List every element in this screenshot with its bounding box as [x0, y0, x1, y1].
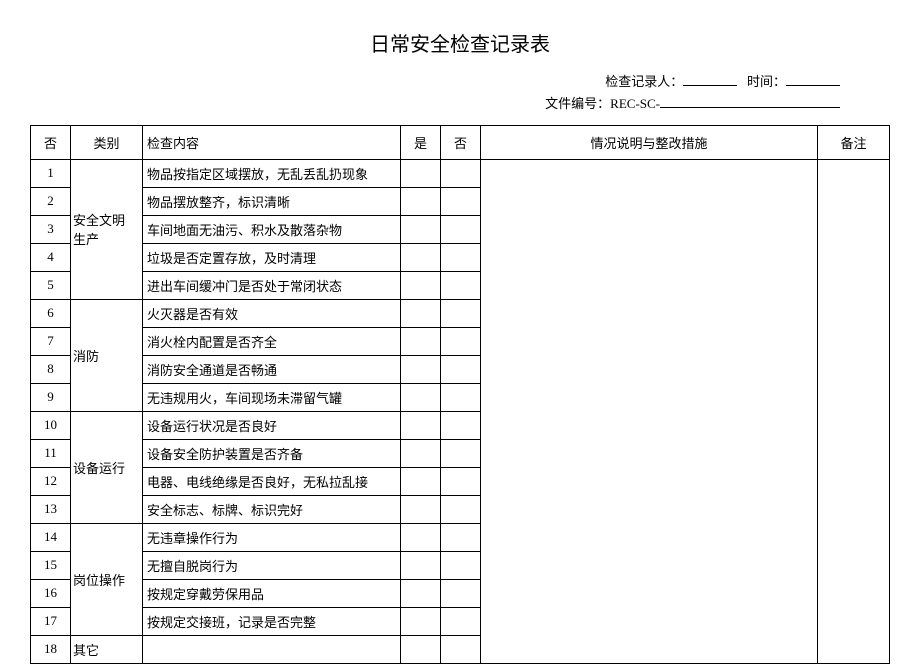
cell-content: 按规定交接班，记录是否完整: [143, 607, 401, 635]
cell-no: 15: [31, 551, 71, 579]
inspector-blank: [683, 71, 737, 86]
cell-no2: [441, 383, 481, 411]
cell-no: 14: [31, 523, 71, 551]
cell-no: 7: [31, 327, 71, 355]
cell-no2: [441, 579, 481, 607]
col-yes: 是: [401, 125, 441, 159]
cell-content: 设备运行状况是否良好: [143, 411, 401, 439]
cell-content: 按规定穿戴劳保用品: [143, 579, 401, 607]
time-blank: [786, 71, 840, 86]
cell-no: 12: [31, 467, 71, 495]
col-no2: 否: [441, 125, 481, 159]
cell-yes: [401, 215, 441, 243]
cell-yes: [401, 635, 441, 663]
cell-no2: [441, 439, 481, 467]
cell-no: 18: [31, 635, 71, 663]
cell-no: 1: [31, 159, 71, 187]
cell-content: 设备安全防护装置是否齐备: [143, 439, 401, 467]
cell-content: 火灭器是否有效: [143, 299, 401, 327]
cell-no: 4: [31, 243, 71, 271]
cell-no: 8: [31, 355, 71, 383]
cell-yes: [401, 579, 441, 607]
cell-yes: [401, 467, 441, 495]
cell-yes: [401, 495, 441, 523]
cell-content: 物品按指定区域摆放，无乱丢乱扔现象: [143, 159, 401, 187]
cell-no2: [441, 159, 481, 187]
cell-no: 10: [31, 411, 71, 439]
cell-no2: [441, 551, 481, 579]
cell-content: 消火栓内配置是否齐全: [143, 327, 401, 355]
cell-no2: [441, 523, 481, 551]
cell-content: 车间地面无油污、积水及散落杂物: [143, 215, 401, 243]
inspector-label: 检查记录人：: [605, 74, 683, 89]
cell-no2: [441, 495, 481, 523]
cell-yes: [401, 355, 441, 383]
cell-yes: [401, 159, 441, 187]
cell-no2: [441, 607, 481, 635]
col-note: 备注: [818, 125, 890, 159]
cell-no: 5: [31, 271, 71, 299]
page-title: 日常安全检查记录表: [30, 28, 890, 57]
header-meta: 检查记录人： 时间： 文件编号：REC-SC-: [30, 71, 890, 115]
docno-label: 文件编号：: [545, 96, 610, 111]
table-row: 1安全文明生产物品按指定区域摆放，无乱丢乱扔现象: [31, 159, 890, 187]
cell-content: 安全标志、标牌、标识完好: [143, 495, 401, 523]
cell-category: 安全文明生产: [71, 159, 143, 299]
cell-category: 其它: [71, 635, 143, 663]
docno-value: REC-SC-: [610, 96, 660, 111]
inspection-table: 否 类别 检查内容 是 否 情况说明与整改措施 备注 1安全文明生产物品按指定区…: [30, 125, 890, 664]
table-header-row: 否 类别 检查内容 是 否 情况说明与整改措施 备注: [31, 125, 890, 159]
cell-content: 电器、电线绝缘是否良好，无私拉乱接: [143, 467, 401, 495]
cell-no: 9: [31, 383, 71, 411]
cell-content: 进出车间缓冲门是否处于常闭状态: [143, 271, 401, 299]
cell-content: 无违规用火，车间现场未滞留气罐: [143, 383, 401, 411]
cell-yes: [401, 411, 441, 439]
cell-no: 3: [31, 215, 71, 243]
cell-no2: [441, 327, 481, 355]
cell-no2: [441, 271, 481, 299]
cell-content: 无擅自脱岗行为: [143, 551, 401, 579]
cell-no2: [441, 215, 481, 243]
cell-no2: [441, 243, 481, 271]
cell-no: 2: [31, 187, 71, 215]
cell-content: 垃圾是否定置存放，及时清理: [143, 243, 401, 271]
cell-yes: [401, 243, 441, 271]
cell-yes: [401, 187, 441, 215]
cell-content: [143, 635, 401, 663]
col-category: 类别: [71, 125, 143, 159]
cell-yes: [401, 551, 441, 579]
cell-no2: [441, 187, 481, 215]
cell-no: 11: [31, 439, 71, 467]
cell-no2: [441, 355, 481, 383]
cell-yes: [401, 299, 441, 327]
cell-no2: [441, 411, 481, 439]
cell-no: 16: [31, 579, 71, 607]
cell-yes: [401, 523, 441, 551]
cell-content: 无违章操作行为: [143, 523, 401, 551]
cell-desc: [481, 159, 818, 663]
cell-yes: [401, 607, 441, 635]
col-desc: 情况说明与整改措施: [481, 125, 818, 159]
cell-yes: [401, 383, 441, 411]
time-label: 时间：: [747, 74, 786, 89]
cell-category: 消防: [71, 299, 143, 411]
cell-no2: [441, 635, 481, 663]
cell-no2: [441, 299, 481, 327]
cell-category: 岗位操作: [71, 523, 143, 635]
cell-note: [818, 159, 890, 663]
cell-content: 消防安全通道是否畅通: [143, 355, 401, 383]
cell-yes: [401, 439, 441, 467]
cell-no2: [441, 467, 481, 495]
cell-no: 6: [31, 299, 71, 327]
col-content: 检查内容: [143, 125, 401, 159]
cell-yes: [401, 327, 441, 355]
cell-yes: [401, 271, 441, 299]
docno-blank: [660, 93, 840, 108]
cell-category: 设备运行: [71, 411, 143, 523]
cell-no: 17: [31, 607, 71, 635]
col-no: 否: [31, 125, 71, 159]
cell-no: 13: [31, 495, 71, 523]
cell-content: 物品摆放整齐，标识清晰: [143, 187, 401, 215]
